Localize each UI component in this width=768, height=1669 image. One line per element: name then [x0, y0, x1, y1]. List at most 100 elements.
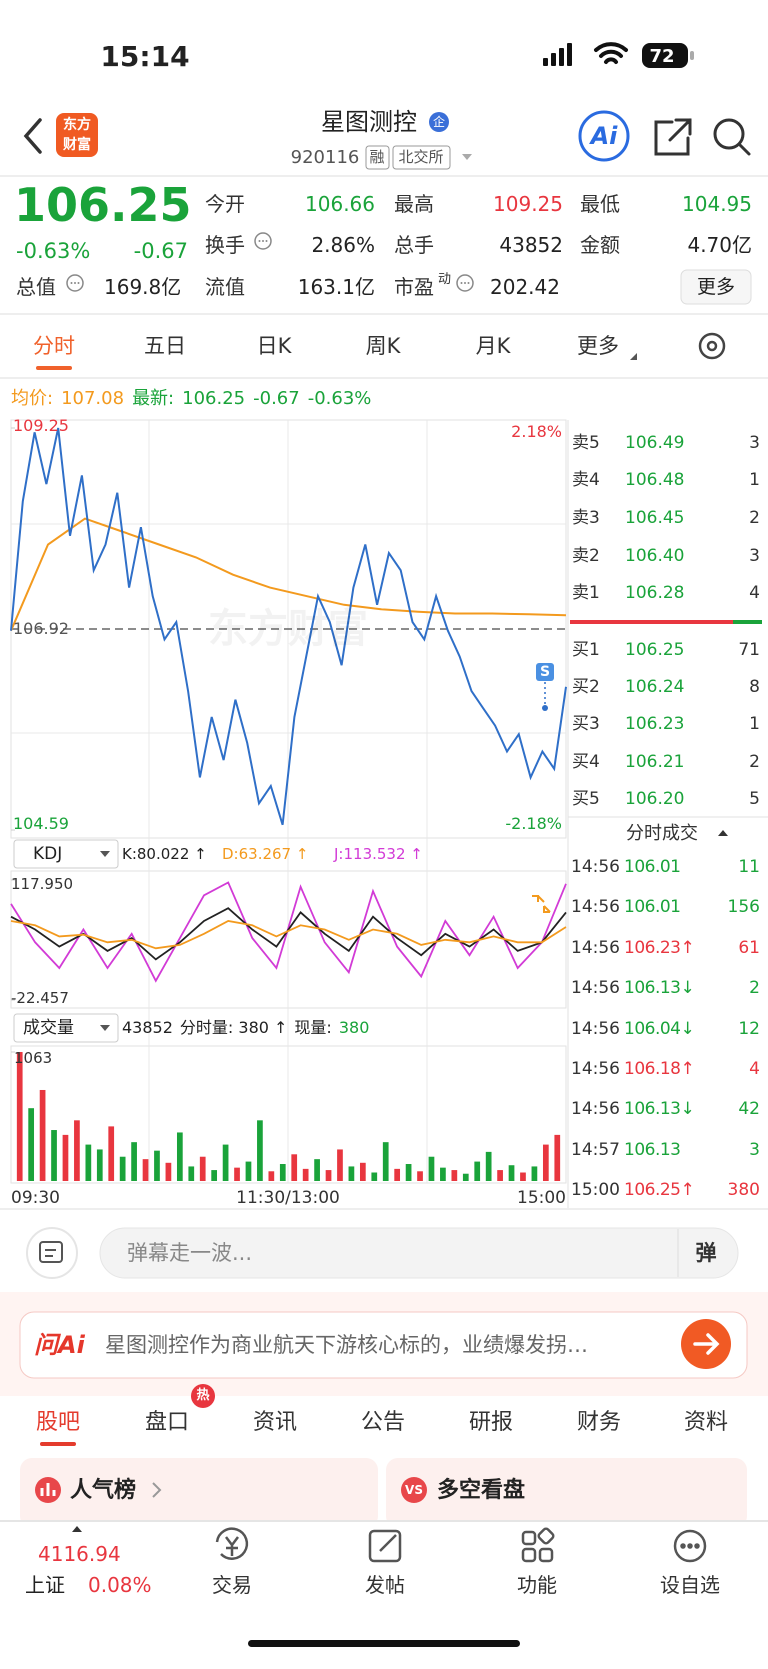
- share-button[interactable]: [654, 118, 692, 156]
- chart-tab[interactable]: 日K: [256, 333, 292, 358]
- marker-box: [536, 663, 554, 681]
- logo: [56, 113, 98, 157]
- trade-time: 14:56: [571, 857, 620, 877]
- y-tick-label: 1063: [14, 1048, 53, 1067]
- back-button[interactable]: [23, 118, 42, 154]
- volume-bar: [359, 1162, 366, 1181]
- volume-bar: [314, 1159, 320, 1181]
- volume-bar: [542, 1144, 549, 1181]
- x-tick-label: 11:30/13:00: [236, 1188, 340, 1208]
- nav-item[interactable]: 交易: [212, 1573, 252, 1597]
- section-tab[interactable]: 股吧: [35, 1409, 81, 1435]
- settings-button[interactable]: [698, 332, 726, 360]
- section-tab[interactable]: 公告: [360, 1409, 406, 1435]
- indicator-selector[interactable]: KDJ: [33, 844, 63, 864]
- trade-volume: 380: [727, 1180, 760, 1201]
- info-dot: [464, 282, 466, 284]
- danmu-placeholder[interactable]: 弹幕走一波...: [127, 1240, 253, 1265]
- ask-bid-bar: [570, 620, 733, 624]
- volume-bar: [531, 1166, 538, 1181]
- chart-tab[interactable]: 更多: [577, 333, 619, 358]
- trade-volume: 11: [738, 857, 760, 877]
- info-dot: [467, 282, 470, 284]
- chart-tab[interactable]: 周K: [365, 333, 401, 358]
- nav-item[interactable]: 发帖: [365, 1573, 405, 1597]
- order-price: 106.45: [625, 508, 685, 528]
- trade-volume: 156: [727, 897, 760, 918]
- index-name: 上证: [25, 1573, 65, 1597]
- order-volume: 8: [749, 677, 760, 697]
- segment-volume: 分时量: 380 ↑: [179, 1018, 288, 1037]
- section-tab[interactable]: 资料: [683, 1409, 729, 1435]
- field-label: 市盈: [394, 275, 434, 299]
- selector-caret: [100, 1025, 110, 1031]
- ai-banner[interactable]: [19, 1311, 748, 1379]
- section-tab[interactable]: 研报: [468, 1409, 514, 1435]
- y-tick-label: 106.92: [13, 619, 69, 638]
- nav-item[interactable]: 功能: [517, 1573, 557, 1597]
- order-price: 106.48: [625, 470, 685, 490]
- x-tick-label: 09:30: [11, 1188, 60, 1208]
- field-value: 163.1亿: [297, 275, 375, 299]
- tag-box: [365, 145, 390, 170]
- volume-bar: [474, 1161, 481, 1181]
- field-label: 最高: [394, 192, 434, 216]
- avg-value: 107.08: [61, 387, 125, 409]
- info-dot: [70, 282, 73, 284]
- section-tab[interactable]: 财务: [576, 1409, 622, 1435]
- tab-indicator: [36, 366, 72, 370]
- signal-icon: [543, 43, 572, 66]
- ai-button[interactable]: [578, 110, 630, 162]
- order-label: 买4: [572, 752, 600, 772]
- volume-selector[interactable]: [13, 1013, 119, 1043]
- section-tab[interactable]: 盘口: [144, 1409, 190, 1435]
- chart-tab[interactable]: 分时: [33, 333, 75, 358]
- info-icon: [66, 274, 84, 292]
- card[interactable]: [20, 1458, 378, 1528]
- danmu-input[interactable]: [99, 1227, 739, 1279]
- hot-badge-text: 热: [196, 1388, 210, 1403]
- more-button-label[interactable]: 更多: [696, 275, 736, 298]
- code-caret[interactable]: [462, 154, 472, 160]
- trade-volume: 61: [738, 937, 760, 958]
- card-icon-bars: [40, 1483, 56, 1496]
- danmu-button[interactable]: 弹: [695, 1240, 717, 1265]
- search-button[interactable]: [713, 118, 751, 156]
- indicator-selector[interactable]: 成交量: [23, 1018, 74, 1038]
- info-dot: [77, 282, 80, 284]
- title-badge: [429, 112, 449, 132]
- ai-logo: 问Ai: [34, 1331, 85, 1359]
- chart-tab[interactable]: 月K: [475, 333, 511, 358]
- chart-tab[interactable]: 五日: [144, 333, 186, 358]
- section-tab[interactable]: 资讯: [252, 1409, 298, 1435]
- volume-bar: [268, 1171, 275, 1181]
- field-value: 106.66: [305, 192, 375, 216]
- y-tick-label: 117.950: [11, 874, 74, 893]
- y-tick-label: 109.25: [13, 416, 69, 435]
- more-caret: [630, 353, 637, 360]
- nav-item[interactable]: 设自选: [660, 1573, 720, 1597]
- marker-dot: [542, 705, 548, 711]
- volume-bar: [428, 1156, 435, 1181]
- volume-bar: [451, 1170, 458, 1181]
- card[interactable]: [386, 1458, 747, 1528]
- trade-price: 106.01: [624, 857, 681, 877]
- more-button[interactable]: [680, 269, 752, 305]
- order-label: 买5: [572, 789, 600, 809]
- danmu-icon[interactable]: [26, 1227, 78, 1279]
- expand-icon[interactable]: [532, 895, 551, 913]
- volume-bar: [74, 1120, 80, 1181]
- volume-bar: [131, 1142, 137, 1181]
- volume-bar: [508, 1165, 515, 1181]
- last-price: 106.25: [14, 178, 192, 232]
- volume-bar: [279, 1164, 286, 1181]
- info-dot: [262, 240, 264, 242]
- volume-bar: [28, 1108, 35, 1181]
- kdj-selector[interactable]: [13, 839, 119, 869]
- section-tab-indicator: [40, 1442, 76, 1446]
- card-title: 多空看盘: [437, 1477, 526, 1503]
- j-label: J:113.532 ↑: [334, 844, 423, 863]
- latest-label: 最新:: [132, 387, 175, 409]
- trade-volume: 2: [749, 978, 760, 999]
- info-icon: [456, 274, 474, 292]
